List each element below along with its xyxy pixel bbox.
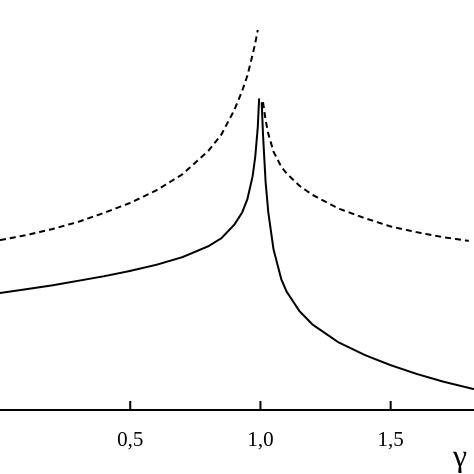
solid-curve-segment-2 (260, 102, 474, 391)
curves (0, 29, 474, 391)
x-axis-label: γ (452, 437, 467, 473)
dashed-curve-segment-1 (0, 29, 259, 242)
dashed-curve-segment-2 (262, 102, 469, 242)
x-tick-label: 1,0 (247, 427, 273, 451)
solid-curve-segment-1 (0, 98, 261, 294)
x-axis-tick-labels: 0,5 1,0 1,5 (117, 427, 404, 451)
x-tick-label: 0,5 (117, 427, 143, 451)
x-tick-label: 1,5 (378, 427, 404, 451)
x-axis-ticks (129, 401, 392, 410)
